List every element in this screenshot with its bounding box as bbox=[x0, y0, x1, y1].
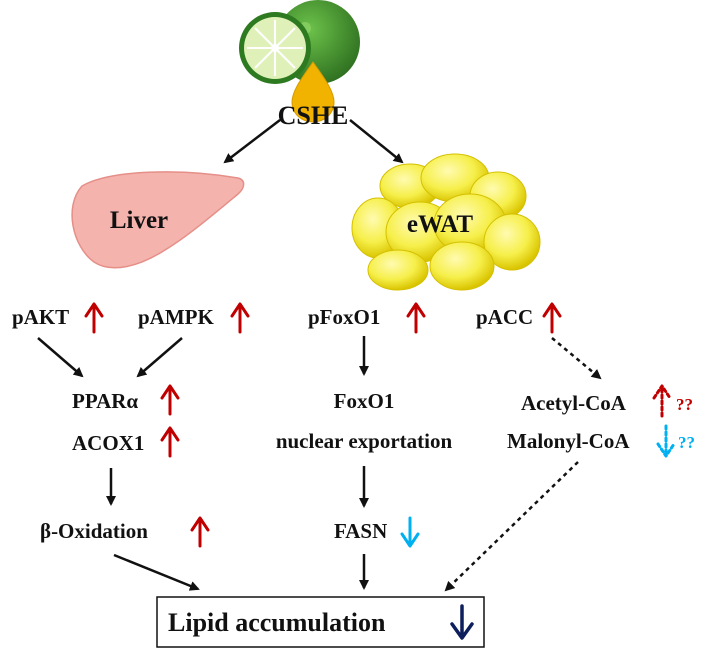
down-arrow-icon bbox=[450, 604, 474, 640]
arrow-beta-oxidation-to-lipid bbox=[113, 553, 200, 591]
arrow-malonyl-coa-to-lipid bbox=[444, 461, 579, 592]
malonyl-coa-label: Malonyl-CoA bbox=[507, 429, 630, 453]
acox1-label: ACOX1 bbox=[72, 431, 144, 455]
adipocyte-cluster-icon bbox=[351, 153, 541, 291]
arrow-cshe-to-liver bbox=[223, 119, 281, 164]
down-arrow-icon bbox=[656, 424, 676, 458]
up-arrow-icon bbox=[160, 426, 180, 458]
citrus-icon bbox=[239, 0, 360, 84]
pampk-label: pAMPK bbox=[138, 305, 214, 329]
pakt-label: pAKT bbox=[12, 305, 69, 329]
unknown-down-mark: ?? bbox=[678, 433, 695, 452]
lipid-accumulation-label: Lipid accumulation bbox=[168, 608, 386, 637]
pacc-label: pACC bbox=[476, 305, 533, 329]
up-arrow-icon bbox=[84, 302, 104, 334]
ewat-label: eWAT bbox=[407, 211, 474, 238]
pfoxo1-label: pFoxO1 bbox=[308, 305, 380, 329]
liver-label: Liver bbox=[110, 207, 168, 234]
title-cshe: CSHE bbox=[278, 101, 349, 130]
down-arrow-icon bbox=[400, 516, 420, 548]
ppara-label: PPARα bbox=[72, 389, 138, 413]
unknown-up-mark: ?? bbox=[676, 395, 693, 414]
arrow-pakt-to-ppara bbox=[37, 337, 84, 378]
up-arrow-icon bbox=[160, 384, 180, 416]
lipid-accumulation-box bbox=[156, 596, 485, 648]
arrow-pampk-to-ppara bbox=[136, 337, 183, 378]
up-arrow-icon bbox=[542, 302, 562, 334]
liver-icon bbox=[71, 171, 245, 269]
up-arrow-icon bbox=[406, 302, 426, 334]
beta-oxidation-label: β-Oxidation bbox=[40, 519, 148, 543]
acetyl-coa-label: Acetyl-CoA bbox=[521, 391, 627, 415]
arrow-cshe-to-ewat bbox=[349, 119, 404, 164]
foxo1-label: FoxO1 bbox=[334, 389, 395, 413]
fasn-label: FASN bbox=[334, 519, 387, 543]
arrow-pacc-to-acetyl-coa bbox=[551, 337, 602, 380]
nuclear-exportation-label: nuclear exportation bbox=[276, 429, 453, 453]
up-arrow-icon bbox=[190, 516, 210, 548]
up-arrow-icon bbox=[652, 384, 672, 418]
oil-drop-icon bbox=[291, 61, 335, 123]
up-arrow-icon bbox=[230, 302, 250, 334]
